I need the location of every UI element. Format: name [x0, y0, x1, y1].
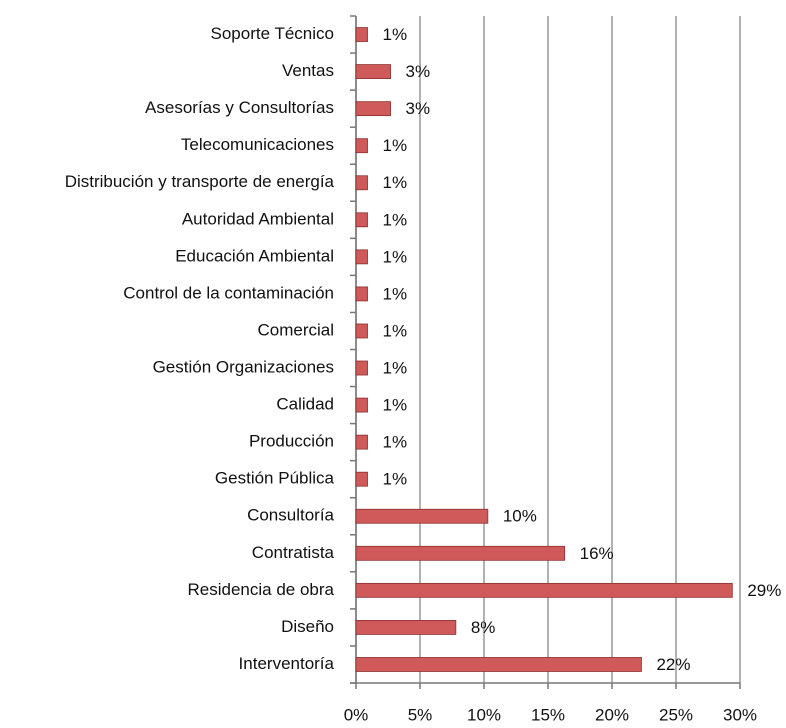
value-label: 3%	[406, 62, 431, 81]
y-tick-label: Control de la contaminación	[123, 283, 334, 302]
bar	[355, 434, 368, 450]
bar	[355, 64, 391, 79]
bar	[355, 545, 566, 561]
value-label: 29%	[747, 581, 781, 600]
bar	[355, 286, 368, 302]
x-tick-label: 25%	[659, 705, 693, 723]
value-label: 8%	[471, 618, 496, 637]
y-tick-label: Contratista	[252, 543, 335, 562]
value-label: 1%	[383, 433, 408, 452]
value-label: 3%	[406, 99, 431, 118]
value-label: 1%	[383, 173, 408, 192]
bar	[355, 27, 368, 42]
value-label: 22%	[656, 655, 690, 674]
y-tick-label: Consultoría	[247, 506, 334, 525]
y-tick-label: Soporte Técnico	[211, 24, 334, 43]
value-label: 1%	[383, 321, 408, 340]
y-tick-label: Producción	[249, 432, 334, 451]
bar	[355, 657, 642, 672]
value-label: 1%	[383, 247, 408, 266]
y-tick-label: Residencia de obra	[188, 580, 335, 599]
value-label: 1%	[383, 136, 408, 155]
value-label: 16%	[580, 544, 614, 563]
value-label: 1%	[383, 25, 408, 44]
bar	[355, 582, 733, 598]
y-tick-label: Distribución y transporte de energía	[65, 172, 335, 191]
bar	[355, 175, 368, 191]
x-tick-label: 0%	[344, 705, 369, 723]
x-tick-label: 5%	[408, 705, 433, 723]
y-tick-label: Gestión Pública	[215, 469, 335, 488]
y-tick-label: Educación Ambiental	[175, 246, 334, 265]
bar	[355, 508, 489, 524]
y-tick-label: Ventas	[282, 61, 334, 80]
y-tick-label: Interventoría	[239, 654, 335, 673]
value-label: 1%	[383, 210, 408, 229]
y-tick-label: Asesorías y Consultorías	[145, 98, 334, 117]
bar	[355, 620, 457, 635]
y-tick-label: Telecomunicaciones	[181, 135, 334, 154]
bar	[355, 138, 368, 154]
value-label: 10%	[503, 507, 537, 526]
bar	[355, 471, 368, 487]
x-tick-label: 15%	[531, 705, 565, 723]
y-tick-label: Autoridad Ambiental	[182, 209, 334, 228]
bar	[355, 212, 368, 228]
y-tick-label: Calidad	[276, 395, 334, 414]
y-tick-label: Comercial	[257, 320, 334, 339]
bar	[355, 323, 368, 339]
value-label: 1%	[383, 396, 408, 415]
x-tick-label: 10%	[467, 705, 501, 723]
y-tick-label: Gestión Organizaciones	[153, 358, 334, 377]
y-tick-label: Diseño	[281, 617, 334, 636]
x-tick-label: 30%	[723, 705, 757, 723]
bar	[355, 360, 368, 376]
x-tick-label: 20%	[595, 705, 629, 723]
value-label: 1%	[383, 470, 408, 489]
bar	[355, 397, 368, 413]
value-label: 1%	[383, 284, 408, 303]
bar	[355, 101, 391, 117]
value-label: 1%	[383, 359, 408, 378]
bar	[355, 249, 368, 265]
